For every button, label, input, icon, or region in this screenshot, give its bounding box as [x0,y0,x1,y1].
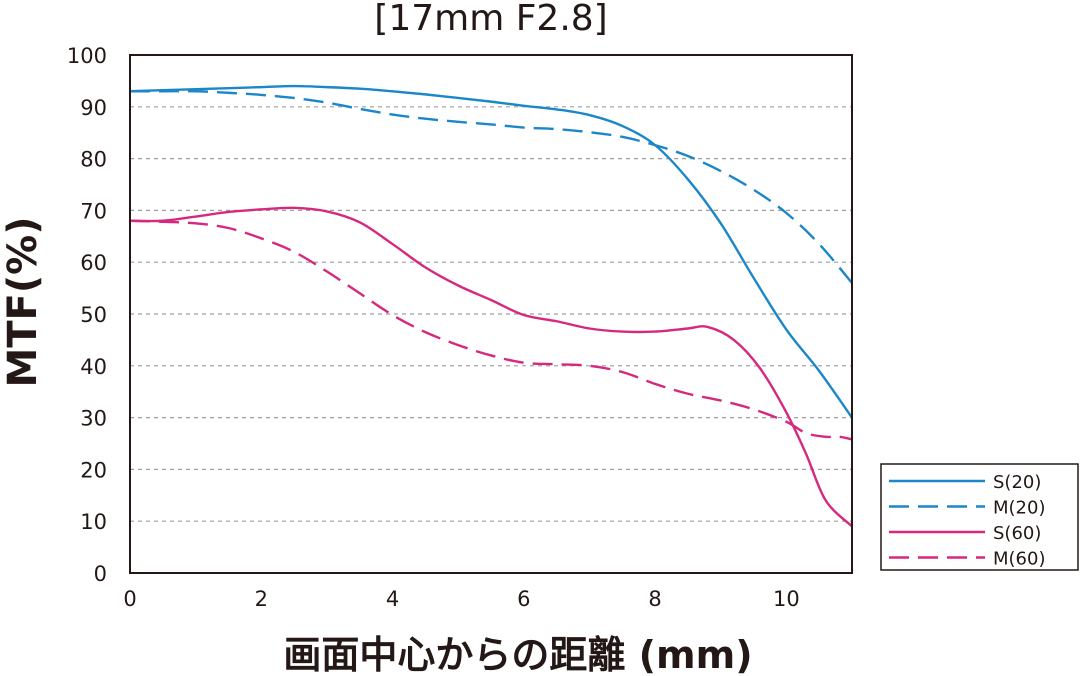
y-tick-label: 100 [67,44,107,68]
plot-frame [129,54,853,574]
y-tick-label: 40 [80,355,107,379]
x-tick-label: 6 [517,587,530,611]
x-tick-label: 8 [648,587,661,611]
y-tick-label: 70 [80,199,107,223]
legend-label: S(60) [993,523,1041,544]
y-tick-label: 60 [80,251,107,275]
y-tick-label: 80 [80,148,107,172]
series-lines [129,84,853,528]
x-tick-labels: 0 2 4 6 8 10 [123,587,799,611]
x-tick-label: 10 [773,587,800,611]
legend: S(20) M(20) S(60) M(60) [880,463,1079,571]
series-line-s-20 [129,84,853,419]
y-axis-label: MTF(%) [0,216,46,387]
y-tick-label: 30 [80,407,107,431]
y-tick-label: 0 [94,562,107,586]
chart-title: [17mm F2.8] [374,0,607,39]
legend-label: M(20) [993,498,1045,519]
y-tick-label: 50 [80,303,107,327]
legend-label: M(60) [993,549,1045,570]
x-tick-label: 4 [386,587,399,611]
series-line-m-60 [129,219,853,441]
series-line-m-20 [129,89,853,284]
x-tick-label: 2 [255,587,268,611]
y-tick-label: 20 [80,458,107,482]
gridlines [130,106,852,522]
y-tick-label: 90 [80,96,107,120]
y-tick-label: 10 [80,510,107,534]
series-line-s-60 [129,206,853,528]
x-axis-label: 画面中心からの距離 (mm) [283,633,752,676]
x-tick-label: 0 [123,587,136,611]
y-tick-labels: 0 10 20 30 40 50 60 70 80 90 100 [67,44,107,586]
legend-label: S(20) [993,472,1041,493]
